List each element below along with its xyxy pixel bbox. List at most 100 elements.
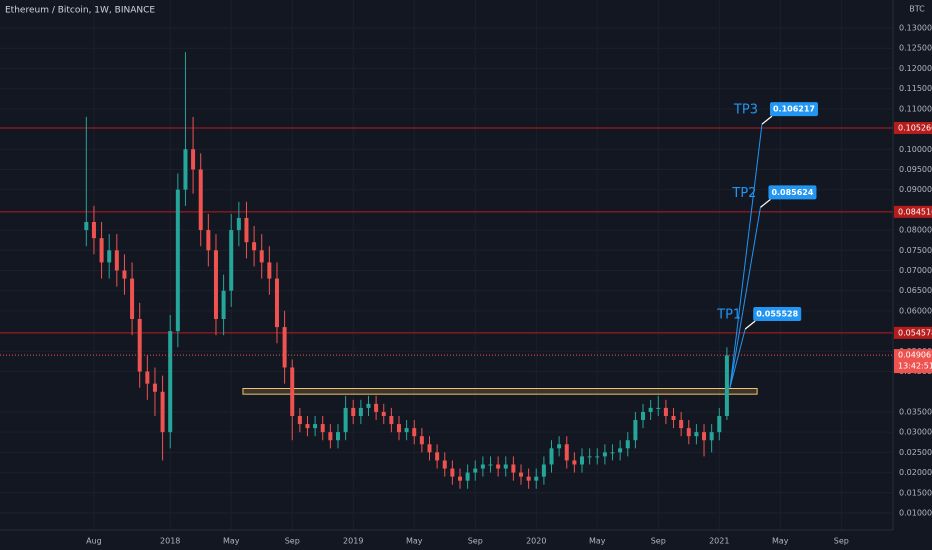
candle-body: [519, 472, 524, 477]
candle-body: [297, 415, 302, 425]
plot: TP1 0.055528 TP2 0.085624 TP3 0.106217: [0, 52, 893, 489]
candle-body: [511, 464, 516, 473]
candle-body: [633, 420, 638, 441]
candle-body: [160, 391, 165, 433]
candle-body: [694, 432, 699, 437]
x-tick-label: 2018: [160, 537, 180, 546]
x-tick-label: May: [223, 537, 240, 546]
level-label-box: [894, 326, 932, 339]
candle-body: [221, 290, 226, 319]
x-tick-label: Sep: [468, 537, 483, 546]
target-label: TP2: [731, 186, 756, 201]
x-tick-label: Sep: [651, 537, 666, 546]
x-tick-label: May: [772, 537, 789, 546]
candle-body: [587, 456, 592, 458]
candle-body: [358, 407, 363, 416]
candle-body: [252, 242, 257, 251]
candle-body: [191, 149, 196, 170]
candle-body: [282, 327, 287, 368]
candle-body: [427, 444, 432, 453]
candle-body: [610, 452, 615, 454]
candle-body: [404, 428, 409, 433]
candle-body: [305, 424, 310, 429]
candle-body: [625, 440, 630, 449]
candle-body: [274, 278, 279, 328]
candle-body: [496, 464, 501, 469]
candle-body: [641, 411, 646, 421]
candle-body: [107, 250, 112, 263]
target-value: 0.055528: [756, 309, 798, 318]
candle-body: [549, 448, 554, 465]
candle-body: [175, 189, 180, 332]
target-line: [729, 328, 746, 388]
candle-body: [648, 407, 653, 412]
candle-body: [145, 371, 150, 384]
candle-body: [374, 403, 379, 412]
last-price-label: 0.049067: [898, 351, 932, 360]
x-tick-label: Sep: [834, 537, 849, 546]
candle-body: [671, 415, 676, 421]
candle-body: [557, 444, 562, 449]
target-box: [769, 102, 818, 117]
candle-body: [709, 432, 714, 441]
last-price-box: [894, 349, 932, 374]
target-pointer: [744, 320, 756, 330]
candle-body: [717, 415, 722, 433]
target-box: [768, 185, 817, 200]
level-label: 0.105266: [898, 123, 932, 132]
candle-body: [656, 407, 661, 409]
candle-body: [457, 476, 462, 481]
candle-body: [381, 411, 386, 416]
candle-body: [473, 468, 478, 473]
candle-body: [213, 250, 218, 319]
x-tick-label: May: [589, 537, 606, 546]
candle-body: [206, 230, 211, 251]
candle-body: [122, 270, 127, 279]
candle-body: [229, 230, 234, 291]
candle-body: [580, 456, 585, 465]
target-value: 0.106217: [773, 105, 815, 114]
x-tick-label: 2021: [709, 537, 729, 546]
target-pointer: [761, 115, 773, 125]
candle-body: [198, 169, 203, 231]
unit-label: BTC: [909, 5, 925, 14]
candle-body: [435, 452, 440, 461]
level-label-box: [894, 121, 932, 134]
candle-body: [152, 383, 157, 392]
candle-body: [450, 468, 455, 477]
target-line: [729, 124, 763, 388]
candle-body: [442, 460, 447, 469]
candle-body: [267, 262, 272, 279]
target-pointer: [760, 198, 771, 208]
countdown-label: 13:42:51: [898, 362, 932, 371]
candle-body: [328, 432, 333, 441]
x-tick-label: 2020: [526, 537, 546, 546]
x-tick-label: Sep: [285, 537, 300, 546]
candle-body: [465, 472, 470, 481]
candle-body: [335, 432, 340, 441]
x-tick-label: Aug: [86, 537, 102, 546]
candle-body: [412, 428, 417, 437]
candle-body: [351, 407, 356, 416]
x-tick-label: 2019: [343, 537, 363, 546]
candle-body: [366, 403, 371, 408]
candle-body: [389, 415, 394, 425]
candle-body: [503, 464, 508, 469]
level-label-box: [894, 205, 932, 218]
candle-body: [541, 464, 546, 477]
target-label: TP1: [716, 307, 741, 322]
candle-body: [114, 250, 119, 271]
candle-body: [564, 444, 569, 461]
